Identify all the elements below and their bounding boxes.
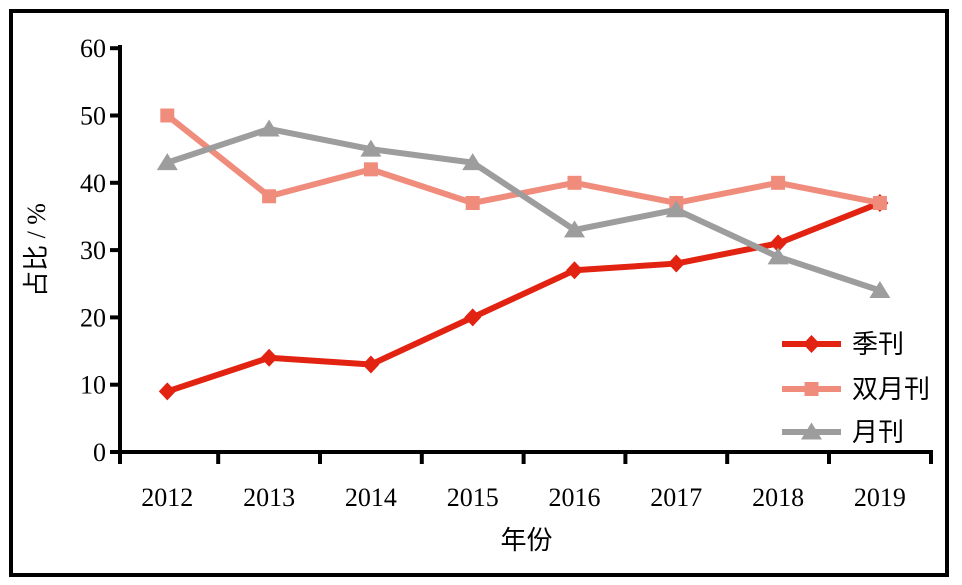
data-point-marker [360, 139, 382, 157]
legend-marker-triangle-icon [801, 422, 822, 440]
data-point-marker [260, 348, 278, 367]
legend-label: 双月刊 [852, 375, 930, 404]
data-point-marker [564, 220, 585, 238]
data-point-marker [465, 195, 480, 210]
x-tick-label: 2014 [345, 483, 397, 512]
x-tick-label: 2019 [854, 483, 906, 512]
data-point-marker [567, 175, 582, 190]
legend-label: 月刊 [852, 418, 904, 447]
y-tick-label: 30 [80, 236, 106, 265]
data-point-marker [566, 261, 583, 280]
series-line [166, 125, 881, 294]
y-tick-label: 50 [80, 102, 106, 131]
y-axis-title: 占比 / % [22, 203, 51, 297]
data-point-marker [769, 234, 787, 253]
x-tick-label: 2015 [447, 483, 499, 512]
x-axis-title: 年份 [500, 526, 552, 555]
data-point-marker [771, 175, 786, 190]
data-point-marker [667, 254, 685, 273]
y-tick-label: 60 [80, 34, 106, 63]
data-point-marker [462, 153, 484, 171]
data-point-marker [258, 119, 280, 137]
x-tick-label: 2012 [141, 483, 193, 512]
data-point-marker [767, 247, 789, 265]
data-point-marker [156, 153, 178, 171]
data-point-marker [160, 108, 175, 123]
figure-border [9, 9, 949, 577]
data-point-marker [363, 162, 378, 177]
legend-label: 季刊 [852, 330, 904, 359]
x-tick-label: 2017 [650, 483, 702, 512]
y-tick-label: 0 [93, 438, 106, 467]
data-point-marker [665, 200, 687, 218]
series-line [166, 200, 882, 395]
data-point-marker [869, 280, 891, 298]
data-point-marker [464, 308, 482, 327]
y-tick-label: 20 [80, 303, 106, 332]
legend-marker-diamond-icon [803, 335, 820, 353]
y-tick-label: 10 [80, 371, 106, 400]
x-tick-label: 2016 [549, 483, 601, 512]
data-point-marker [362, 355, 380, 374]
x-tick-label: 2013 [243, 483, 295, 512]
x-tick-label: 2018 [752, 483, 804, 512]
data-point-marker [158, 382, 176, 401]
data-point-marker [872, 195, 887, 210]
y-tick-label: 40 [80, 169, 106, 198]
legend-marker-square-icon [804, 382, 819, 396]
data-point-marker [262, 189, 277, 204]
